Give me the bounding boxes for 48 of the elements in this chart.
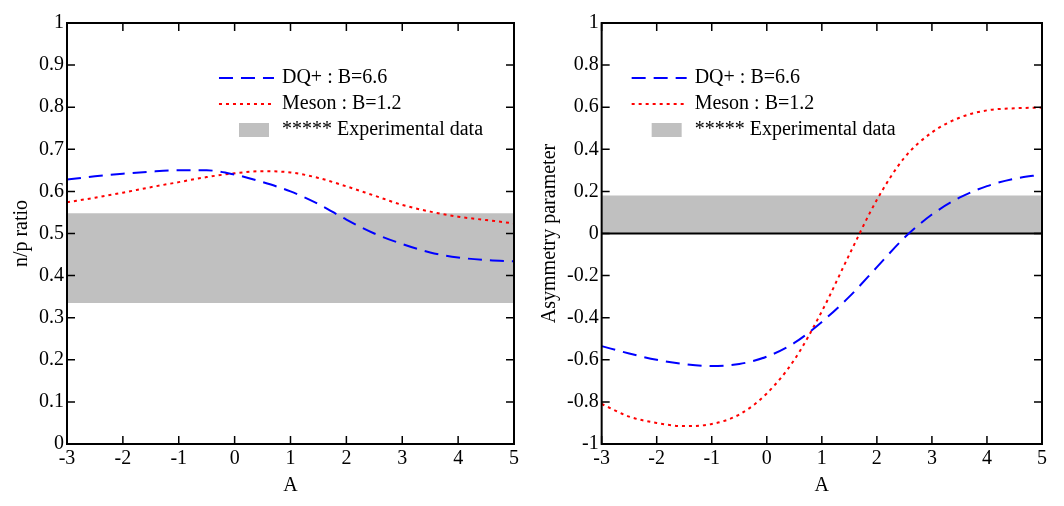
x-tick-label: 1 xyxy=(816,446,827,469)
y-tick-label: 0.3 xyxy=(39,304,64,327)
x-tick-label: 0 xyxy=(229,446,240,469)
y-tick-label: 0.4 xyxy=(39,262,64,285)
y-tick-label: 0.5 xyxy=(39,220,64,243)
x-tick-label: 3 xyxy=(926,446,937,469)
y-tick-label: 0 xyxy=(588,220,599,243)
y-tick-label: -1 xyxy=(581,431,599,454)
x-tick-label: -2 xyxy=(114,446,132,469)
y-tick-label: 0.4 xyxy=(573,136,599,159)
x-tick-label: 5 xyxy=(509,446,519,469)
y-axis-title: Asymmetry parameter xyxy=(537,143,561,324)
line-series xyxy=(67,169,514,263)
y-tick-label: 0.8 xyxy=(573,52,599,75)
y-tick-label: -0.4 xyxy=(566,304,599,327)
legend-label: Meson : B=1.2 xyxy=(281,91,402,114)
x-tick-label: -2 xyxy=(648,446,666,469)
y-tick-label: 0.7 xyxy=(39,136,64,159)
x-tick-label: 1 xyxy=(285,446,296,469)
x-axis-title: A xyxy=(283,473,299,496)
y-tick-label: 0.9 xyxy=(39,52,64,75)
legend-label: ***** Experimental data xyxy=(281,117,484,141)
legend-label: Meson : B=1.2 xyxy=(694,91,815,114)
x-tick-label: 4 xyxy=(453,446,464,469)
y-tick-label: 0.6 xyxy=(39,178,64,201)
x-tick-label: 3 xyxy=(397,446,408,469)
y-tick-label: 0.6 xyxy=(573,94,599,117)
legend-label: ***** Experimental data xyxy=(694,117,896,141)
y-axis-title: n/p ratio xyxy=(9,199,33,268)
y-tick-label: 0.1 xyxy=(39,389,64,412)
y-tick-label: 0.2 xyxy=(39,347,64,370)
y-tick-label: -0.2 xyxy=(566,262,599,285)
x-axis-title: A xyxy=(814,473,830,496)
x-tick-label: 2 xyxy=(871,446,882,469)
y-tick-label: -0.8 xyxy=(566,389,599,412)
y-tick-label: 1 xyxy=(588,10,599,33)
legend-label: DQ+ : B=6.6 xyxy=(694,65,800,88)
x-tick-label: -1 xyxy=(170,446,188,469)
legend-label: DQ+ : B=6.6 xyxy=(281,65,388,88)
y-tick-label: -0.6 xyxy=(566,347,599,370)
y-tick-label: 0.8 xyxy=(39,94,64,117)
x-tick-label: 2 xyxy=(341,446,352,469)
x-tick-label: 5 xyxy=(1037,446,1047,469)
x-tick-label: -1 xyxy=(703,446,721,469)
y-tick-label: 0.2 xyxy=(573,178,599,201)
y-tick-label: 1 xyxy=(54,10,64,33)
x-tick-label: 4 xyxy=(981,446,992,469)
x-tick-label: 0 xyxy=(761,446,772,469)
